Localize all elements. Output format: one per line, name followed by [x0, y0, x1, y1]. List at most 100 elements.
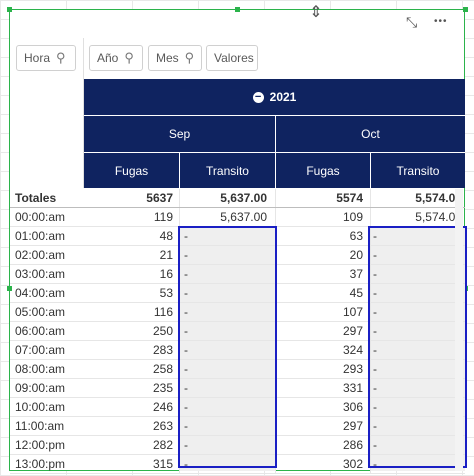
transito-cell: - [373, 362, 377, 376]
table-row: 05:00:am 116-107- [10, 303, 465, 322]
row-label[interactable]: Totales [15, 191, 57, 205]
transito-cell: - [184, 438, 188, 452]
transito-cell: 5,574.00 [415, 210, 462, 224]
fugas-cell: 293 [342, 362, 363, 376]
fugas-cell: 297 [342, 324, 363, 338]
header-month-sep[interactable]: Sep [168, 127, 191, 141]
column-separator [370, 227, 371, 245]
transito-cell: - [373, 229, 377, 243]
row-label[interactable]: 05:00:am [15, 305, 66, 319]
column-separator [370, 322, 371, 340]
transito-cell: - [373, 324, 377, 338]
column-separator [370, 379, 371, 397]
table-row: 08:00:am 258-293- [10, 360, 465, 379]
dimension-panel-divider [83, 38, 84, 188]
more-options-icon[interactable]: ••• [434, 16, 448, 27]
transito-cell: - [184, 362, 188, 376]
column-separator [370, 417, 371, 435]
resize-handle-top-left[interactable] [7, 7, 12, 12]
fugas-cell: 37 [349, 267, 363, 281]
filter-chip-hora[interactable]: Hora ⚲ [16, 45, 76, 71]
row-label[interactable]: 07:00:am [15, 343, 66, 357]
collapse-toggle-icon[interactable]: − [252, 91, 264, 103]
collapse-icon[interactable]: ⤡ [406, 14, 418, 30]
header-measure-fugas[interactable]: Fugas [306, 163, 340, 178]
total-cell: 5,637.00 [220, 191, 267, 205]
row-label[interactable]: 10:00:am [15, 400, 66, 414]
transito-cell: - [184, 305, 188, 319]
filter-chip-ano[interactable]: Año ⚲ [89, 45, 143, 71]
transito-cell: - [373, 419, 377, 433]
transito-cell: - [184, 457, 188, 471]
resize-handle-top-right[interactable] [463, 7, 468, 12]
transito-cell: - [184, 267, 188, 281]
move-icon[interactable]: ⇕ [309, 4, 323, 21]
column-separator [370, 303, 371, 321]
transito-column-shade [180, 227, 275, 471]
column-separator [370, 189, 371, 207]
filter-chip-label: Año [97, 51, 119, 65]
fugas-cell: 63 [349, 229, 363, 243]
header-month-oct[interactable]: Oct [361, 127, 380, 141]
filter-chip-mes[interactable]: Mes ⚲ [148, 45, 202, 71]
filter-chip-valores[interactable]: Valores [206, 45, 258, 71]
vertical-scrollbar[interactable] [455, 189, 463, 471]
row-label[interactable]: 03:00:am [15, 267, 66, 281]
row-label[interactable]: 01:00:am [15, 229, 66, 243]
total-cell: 5637 [146, 191, 173, 205]
table-row: 03:00:am 16-37- [10, 265, 465, 284]
transito-cell: - [184, 324, 188, 338]
column-separator [370, 341, 371, 359]
fugas-cell: 21 [159, 248, 173, 262]
highlight-box [178, 226, 277, 468]
transito-cell: - [184, 229, 188, 243]
column-separator [370, 455, 371, 473]
filter-chip-label: Hora [24, 51, 51, 65]
fugas-cell: 258 [152, 362, 173, 376]
column-separator [370, 398, 371, 416]
row-label[interactable]: 09:00:am [15, 381, 66, 395]
fugas-cell: 16 [159, 267, 173, 281]
fugas-cell: 286 [342, 438, 363, 452]
column-separator [370, 265, 371, 283]
fugas-cell: 119 [153, 210, 173, 224]
row-label[interactable]: 06:00:am [15, 324, 66, 338]
fugas-cell: 250 [152, 324, 173, 338]
fugas-cell: 297 [342, 419, 363, 433]
transito-cell: - [184, 248, 188, 262]
header-measure-fugas[interactable]: Fugas [114, 163, 149, 178]
header-divider [179, 153, 180, 188]
transito-column-shade [370, 227, 465, 471]
fugas-cell: 109 [342, 210, 363, 224]
fugas-cell: 45 [349, 286, 363, 300]
fugas-cell: 20 [349, 248, 363, 262]
resize-handle-left[interactable] [7, 286, 12, 291]
row-label[interactable]: 08:00:am [15, 362, 66, 376]
fugas-cell: 53 [159, 286, 173, 300]
fugas-cell: 306 [342, 400, 363, 414]
column-header: − 2021 Sep Oct Fugas Transito Fugas Tran… [84, 79, 465, 188]
table-row: 02:00:am 21-20- [10, 246, 465, 265]
fugas-cell: 263 [152, 419, 173, 433]
row-label[interactable]: 00:00:am [15, 210, 66, 224]
table-row: 09:00:am 235-331- [10, 379, 465, 398]
header-measure-transito[interactable]: Transito [206, 163, 249, 178]
highlight-box [368, 226, 467, 468]
row-label[interactable]: 04:00:am [15, 286, 66, 300]
filter-chip-label: Mes [156, 51, 179, 65]
row-label[interactable]: 13:00:pm [15, 457, 66, 471]
row-label[interactable]: 02:00:am [15, 248, 66, 262]
fugas-cell: 246 [152, 400, 173, 414]
column-separator [179, 189, 180, 207]
transito-cell: - [373, 305, 377, 319]
transito-cell: - [184, 419, 188, 433]
fugas-cell: 331 [342, 381, 363, 395]
row-label[interactable]: 11:00:am [15, 419, 65, 433]
header-measure-transito[interactable]: Transito [396, 163, 440, 178]
table-row: 13:00:pm 315-302- [10, 455, 465, 474]
fugas-cell: 283 [152, 343, 173, 357]
header-year[interactable]: − 2021 [84, 79, 465, 115]
row-label[interactable]: 12:00:pm [15, 438, 66, 452]
resize-handle-top[interactable] [235, 7, 240, 12]
transito-cell: - [184, 343, 188, 357]
